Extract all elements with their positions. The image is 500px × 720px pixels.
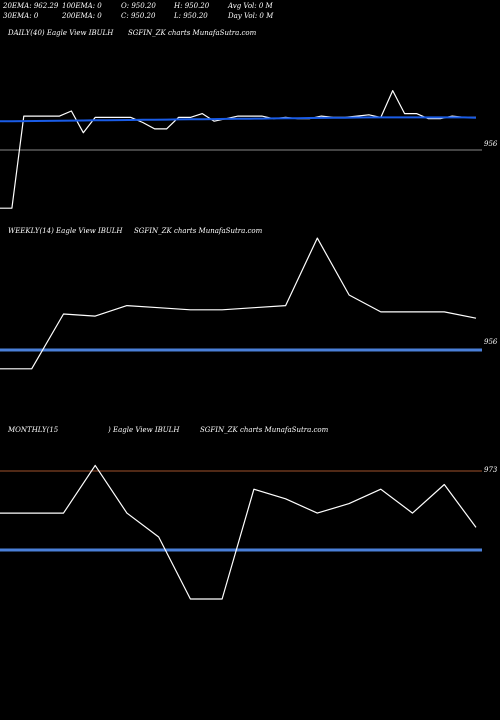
monthly-level-label: 973 xyxy=(484,466,498,474)
daily-ema-line xyxy=(0,116,477,123)
dayvol-readout: Day Vol: 0 M xyxy=(228,12,274,20)
weekly-panel-label: WEEKLY(14) Eagle View IBULH xyxy=(8,227,123,235)
open-readout: O: 950.20 xyxy=(121,2,156,10)
close-readout: C: 950.20 xyxy=(121,12,156,20)
monthly-panel-label: MONTHLY(15 xyxy=(8,426,59,434)
ema100-readout: 100EMA: 0 xyxy=(62,2,102,10)
weekly-level-label: 956 xyxy=(484,338,498,346)
monthly-panel-label-3: SGFIN_ZK charts MunafaSutra.com xyxy=(200,426,329,434)
monthly-price-line xyxy=(0,464,477,600)
daily-panel-label: DAILY(40) Eagle View IBULH xyxy=(8,29,114,37)
ema20-readout: 20EMA: 962.29 xyxy=(3,2,59,10)
monthly-panel-label-2: ) Eagle View IBULH xyxy=(108,426,180,434)
daily-level-label: 956 xyxy=(484,140,498,148)
daily-price-line xyxy=(0,89,476,209)
avgvol-readout: Avg Vol: 0 M xyxy=(228,2,273,10)
high-readout: H: 950.20 xyxy=(174,2,210,10)
weekly-price-line xyxy=(0,237,477,370)
ema200-readout: 200EMA: 0 xyxy=(62,12,102,20)
ema30-readout: 30EMA: 0 xyxy=(3,12,39,20)
daily-panel-label-2: SGFIN_ZK charts MunafaSutra.com xyxy=(128,29,257,37)
weekly-panel-label-2: SGFIN_ZK charts MunafaSutra.com xyxy=(134,227,263,235)
low-readout: L: 950.20 xyxy=(174,12,208,20)
